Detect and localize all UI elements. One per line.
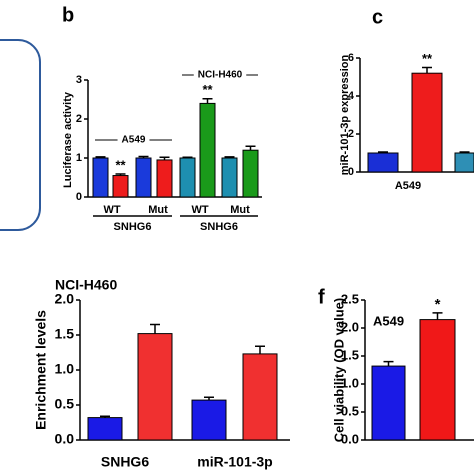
y-tick-label: 1 bbox=[76, 152, 82, 164]
bar bbox=[137, 333, 173, 441]
y-tick-label: 3 bbox=[76, 74, 82, 86]
y-axis-label: Enrichment levels bbox=[33, 310, 49, 430]
bar bbox=[199, 102, 216, 198]
bar bbox=[411, 72, 443, 173]
error-bar bbox=[245, 145, 256, 151]
x-tick-label: Mut bbox=[230, 204, 250, 216]
x-tick-label: SNHG6 bbox=[101, 454, 149, 470]
error-bar bbox=[224, 156, 235, 158]
bar bbox=[242, 353, 278, 441]
error-bar bbox=[202, 97, 213, 104]
significance-label: * bbox=[435, 296, 441, 313]
y-axis-label: Cell viability (OD value) bbox=[331, 298, 346, 443]
group-label: SNHG6 bbox=[200, 221, 238, 233]
y-tick-label: 2.0 bbox=[341, 319, 359, 334]
error-bar bbox=[150, 323, 160, 334]
bar bbox=[112, 175, 129, 198]
error-bar bbox=[159, 156, 170, 160]
y-tick-label: 0 bbox=[76, 191, 82, 203]
significance-label: ** bbox=[202, 82, 213, 97]
y-tick-label: 0.0 bbox=[341, 431, 359, 446]
error-bar bbox=[182, 156, 193, 158]
x-tick-label: WT bbox=[191, 204, 208, 216]
panel-label: b bbox=[62, 4, 74, 26]
bar bbox=[419, 319, 456, 441]
y-tick-label: 2.0 bbox=[55, 291, 75, 307]
bar bbox=[156, 159, 173, 198]
error-bar bbox=[115, 173, 126, 176]
error-bar bbox=[383, 360, 394, 367]
y-tick-label: 0.5 bbox=[341, 403, 359, 418]
y-tick-label: 4 bbox=[348, 90, 355, 102]
y-tick-label: 1.5 bbox=[55, 326, 75, 342]
y-tick-label: 1.0 bbox=[55, 361, 75, 377]
cell-line-label: NCI-H460 bbox=[198, 70, 243, 81]
error-bar bbox=[95, 156, 106, 158]
bar bbox=[135, 157, 152, 198]
group-label: SNHG6 bbox=[114, 221, 152, 233]
significance-label: ** bbox=[115, 157, 126, 172]
bar bbox=[179, 157, 196, 198]
panel-label: f bbox=[318, 286, 325, 308]
significance-label: ** bbox=[422, 51, 433, 66]
y-tick-label: 0.5 bbox=[55, 396, 75, 412]
y-tick-label: 6 bbox=[348, 52, 354, 64]
y-axis-label: Luciferase activity bbox=[62, 91, 74, 188]
y-axis-label: miR-101-3p expression bbox=[339, 55, 351, 176]
bar bbox=[454, 152, 474, 173]
cell-line-label: A549 bbox=[122, 135, 146, 146]
y-tick-label: 0.0 bbox=[55, 431, 75, 447]
bar bbox=[371, 365, 406, 441]
y-tick-label: 2.5 bbox=[341, 291, 359, 306]
error-bar bbox=[432, 312, 443, 320]
error-bar bbox=[255, 345, 265, 354]
chart-title: NCI-H460 bbox=[55, 277, 117, 293]
error-bar bbox=[422, 66, 432, 74]
bar bbox=[87, 417, 123, 441]
bar bbox=[242, 149, 259, 198]
bar bbox=[367, 152, 399, 173]
error-bar bbox=[138, 155, 149, 158]
error-bar bbox=[378, 151, 388, 153]
x-tick-label: miR-101-3p bbox=[197, 454, 272, 470]
y-tick-label: 1.5 bbox=[341, 347, 359, 362]
bar bbox=[191, 399, 227, 441]
x-tick-label: A549 bbox=[395, 180, 421, 192]
panel-label: c bbox=[372, 6, 383, 28]
error-bar bbox=[204, 396, 214, 401]
error-bar bbox=[459, 151, 470, 153]
error-bar bbox=[100, 415, 110, 418]
y-tick-label: 0 bbox=[348, 166, 354, 178]
x-tick-label: WT bbox=[103, 204, 120, 216]
bar bbox=[221, 157, 238, 198]
y-tick-label: 2 bbox=[348, 128, 354, 140]
y-tick-label: 2 bbox=[76, 113, 82, 125]
chart-title: A549 bbox=[373, 313, 404, 328]
x-tick-label: Mut bbox=[148, 204, 168, 216]
y-tick-label: 1.0 bbox=[341, 375, 359, 390]
bar bbox=[92, 157, 109, 198]
panel-frame bbox=[0, 39, 41, 231]
